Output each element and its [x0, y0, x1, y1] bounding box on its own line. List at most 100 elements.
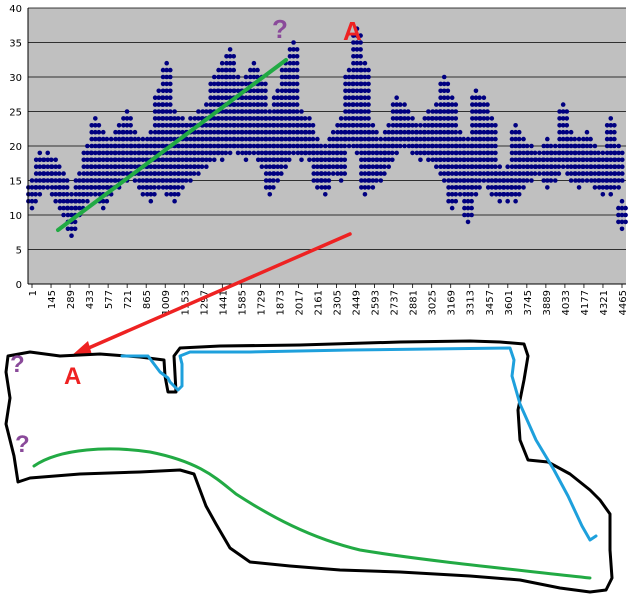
data-point	[402, 143, 407, 149]
data-point	[227, 123, 233, 128]
data-point	[160, 74, 166, 80]
data-point	[248, 67, 253, 73]
data-point	[446, 102, 451, 107]
data-point	[505, 192, 510, 197]
data-point	[167, 102, 173, 107]
data-point	[473, 129, 479, 135]
data-point	[211, 143, 217, 149]
data-point	[128, 123, 133, 128]
data-point	[346, 136, 352, 142]
data-point	[251, 88, 257, 94]
data-point	[608, 171, 614, 176]
data-point	[374, 143, 380, 149]
data-point	[572, 136, 578, 142]
data-point	[255, 67, 260, 73]
data-point	[390, 129, 396, 135]
data-point	[108, 143, 114, 149]
data-point	[121, 150, 126, 156]
data-point	[446, 150, 451, 156]
data-point	[576, 157, 582, 163]
data-point	[211, 123, 217, 128]
data-point	[485, 123, 491, 128]
data-point	[441, 95, 447, 100]
data-point	[164, 116, 169, 121]
data-point	[608, 116, 614, 121]
data-point	[481, 178, 487, 183]
data-point	[366, 74, 371, 80]
data-point	[144, 192, 150, 197]
data-point	[541, 178, 547, 183]
data-point	[263, 109, 268, 114]
data-point	[263, 164, 269, 169]
data-point	[470, 123, 475, 128]
data-point	[418, 123, 423, 128]
data-point	[359, 150, 364, 156]
data-point	[283, 123, 288, 128]
data-point	[279, 95, 285, 100]
data-point	[315, 164, 320, 169]
data-point	[552, 178, 558, 183]
data-point	[449, 136, 455, 142]
data-point	[53, 198, 58, 204]
data-point	[279, 171, 284, 176]
data-point	[330, 136, 336, 142]
data-point	[342, 164, 348, 169]
data-point	[219, 157, 225, 163]
data-point	[167, 81, 173, 87]
data-point	[188, 150, 193, 156]
data-point	[144, 171, 150, 176]
data-point	[549, 171, 554, 176]
data-point	[100, 157, 106, 163]
data-point	[548, 178, 554, 183]
data-point	[557, 143, 562, 149]
data-point	[85, 185, 90, 190]
data-point	[259, 157, 265, 163]
data-point	[441, 116, 447, 121]
data-point	[362, 192, 368, 197]
data-point	[243, 136, 249, 142]
data-point	[97, 150, 102, 156]
data-point	[359, 136, 364, 142]
data-point	[470, 136, 475, 142]
data-point	[224, 143, 229, 149]
data-point	[374, 150, 380, 156]
data-point	[362, 60, 368, 66]
data-point	[275, 102, 281, 107]
data-point	[402, 116, 407, 121]
data-point	[283, 95, 288, 100]
data-point	[549, 157, 554, 163]
data-point	[470, 95, 475, 100]
data-point	[124, 136, 130, 142]
data-point	[454, 136, 459, 142]
data-point	[462, 212, 467, 218]
data-point	[446, 109, 451, 114]
data-point	[105, 178, 110, 183]
data-point	[307, 123, 312, 128]
data-point	[259, 123, 265, 128]
data-point	[608, 123, 614, 128]
data-point	[49, 192, 55, 197]
data-point	[200, 150, 206, 156]
data-point	[61, 212, 66, 218]
data-point	[410, 150, 415, 156]
data-point	[576, 178, 582, 183]
data-point	[152, 129, 158, 135]
data-point	[446, 157, 451, 163]
data-point	[366, 178, 372, 183]
data-point	[560, 123, 566, 128]
data-point	[481, 95, 487, 100]
data-point	[322, 171, 328, 176]
data-point	[359, 143, 364, 149]
data-point	[481, 129, 487, 135]
data-point	[405, 109, 411, 114]
data-point	[359, 185, 364, 190]
data-point	[398, 123, 404, 128]
data-point	[477, 109, 483, 114]
data-point	[224, 88, 229, 94]
x-tick-label: 2881	[409, 290, 420, 315]
data-point	[271, 136, 277, 142]
data-point	[322, 192, 328, 197]
data-point	[136, 150, 142, 156]
data-point	[167, 109, 173, 114]
data-point	[113, 150, 118, 156]
